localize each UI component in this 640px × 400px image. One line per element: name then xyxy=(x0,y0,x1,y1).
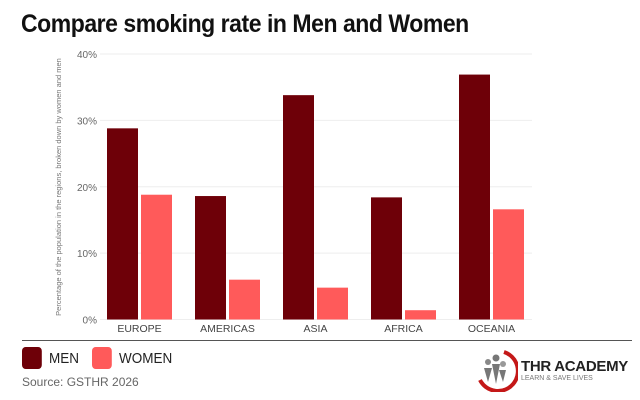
x-tick-label: AMERICAS xyxy=(200,323,255,335)
legend-swatch-women xyxy=(92,347,112,369)
bar-women-africa xyxy=(405,310,436,320)
legend-label-men: MEN xyxy=(49,349,80,367)
bar-men-asia xyxy=(283,95,314,320)
x-tick-label: ASIA xyxy=(304,323,328,335)
bar-men-europe xyxy=(107,128,138,320)
bar-men-oceania xyxy=(459,74,490,320)
bar-chart: 0% 10% 20% 30% 40% Percentage of the populati… xyxy=(54,50,532,335)
bar-women-oceania xyxy=(493,209,524,320)
x-tick-label: EUROPE xyxy=(117,323,161,335)
divider xyxy=(22,340,632,341)
logo-tagline: LEARN & SAVE LIVES xyxy=(521,375,593,382)
y-axis-label: Percentage of the population in the regi… xyxy=(54,58,63,316)
people-circle-icon xyxy=(478,350,518,392)
y-tick-label: 40% xyxy=(77,50,97,61)
source-note: Source: GSTHR 2026 xyxy=(22,375,139,389)
logo-name: THR ACADEMY xyxy=(521,358,628,375)
bar-women-asia xyxy=(317,287,348,320)
y-tick-label: 20% xyxy=(77,183,97,194)
x-tick-label: AFRICA xyxy=(384,323,423,335)
chart-title: Compare smoking rate in Men and Women xyxy=(21,10,469,38)
bar-women-americas xyxy=(229,279,260,320)
y-tick-label: 0% xyxy=(83,316,98,327)
thr-academy-logo: THR ACADEMY LEARN & SAVE LIVES xyxy=(474,348,628,392)
legend-swatch-men xyxy=(22,347,42,369)
y-tick-label: 30% xyxy=(77,116,97,127)
legend-label-women: WOMEN xyxy=(119,349,173,367)
y-tick-label: 10% xyxy=(77,249,97,260)
x-tick-label: OCEANIA xyxy=(468,323,515,335)
bar-men-africa xyxy=(371,197,402,320)
bar-men-americas xyxy=(195,196,226,320)
legend-women: WOMEN xyxy=(92,347,172,369)
legend-men: MEN xyxy=(22,347,79,369)
bar-women-europe xyxy=(141,194,172,320)
